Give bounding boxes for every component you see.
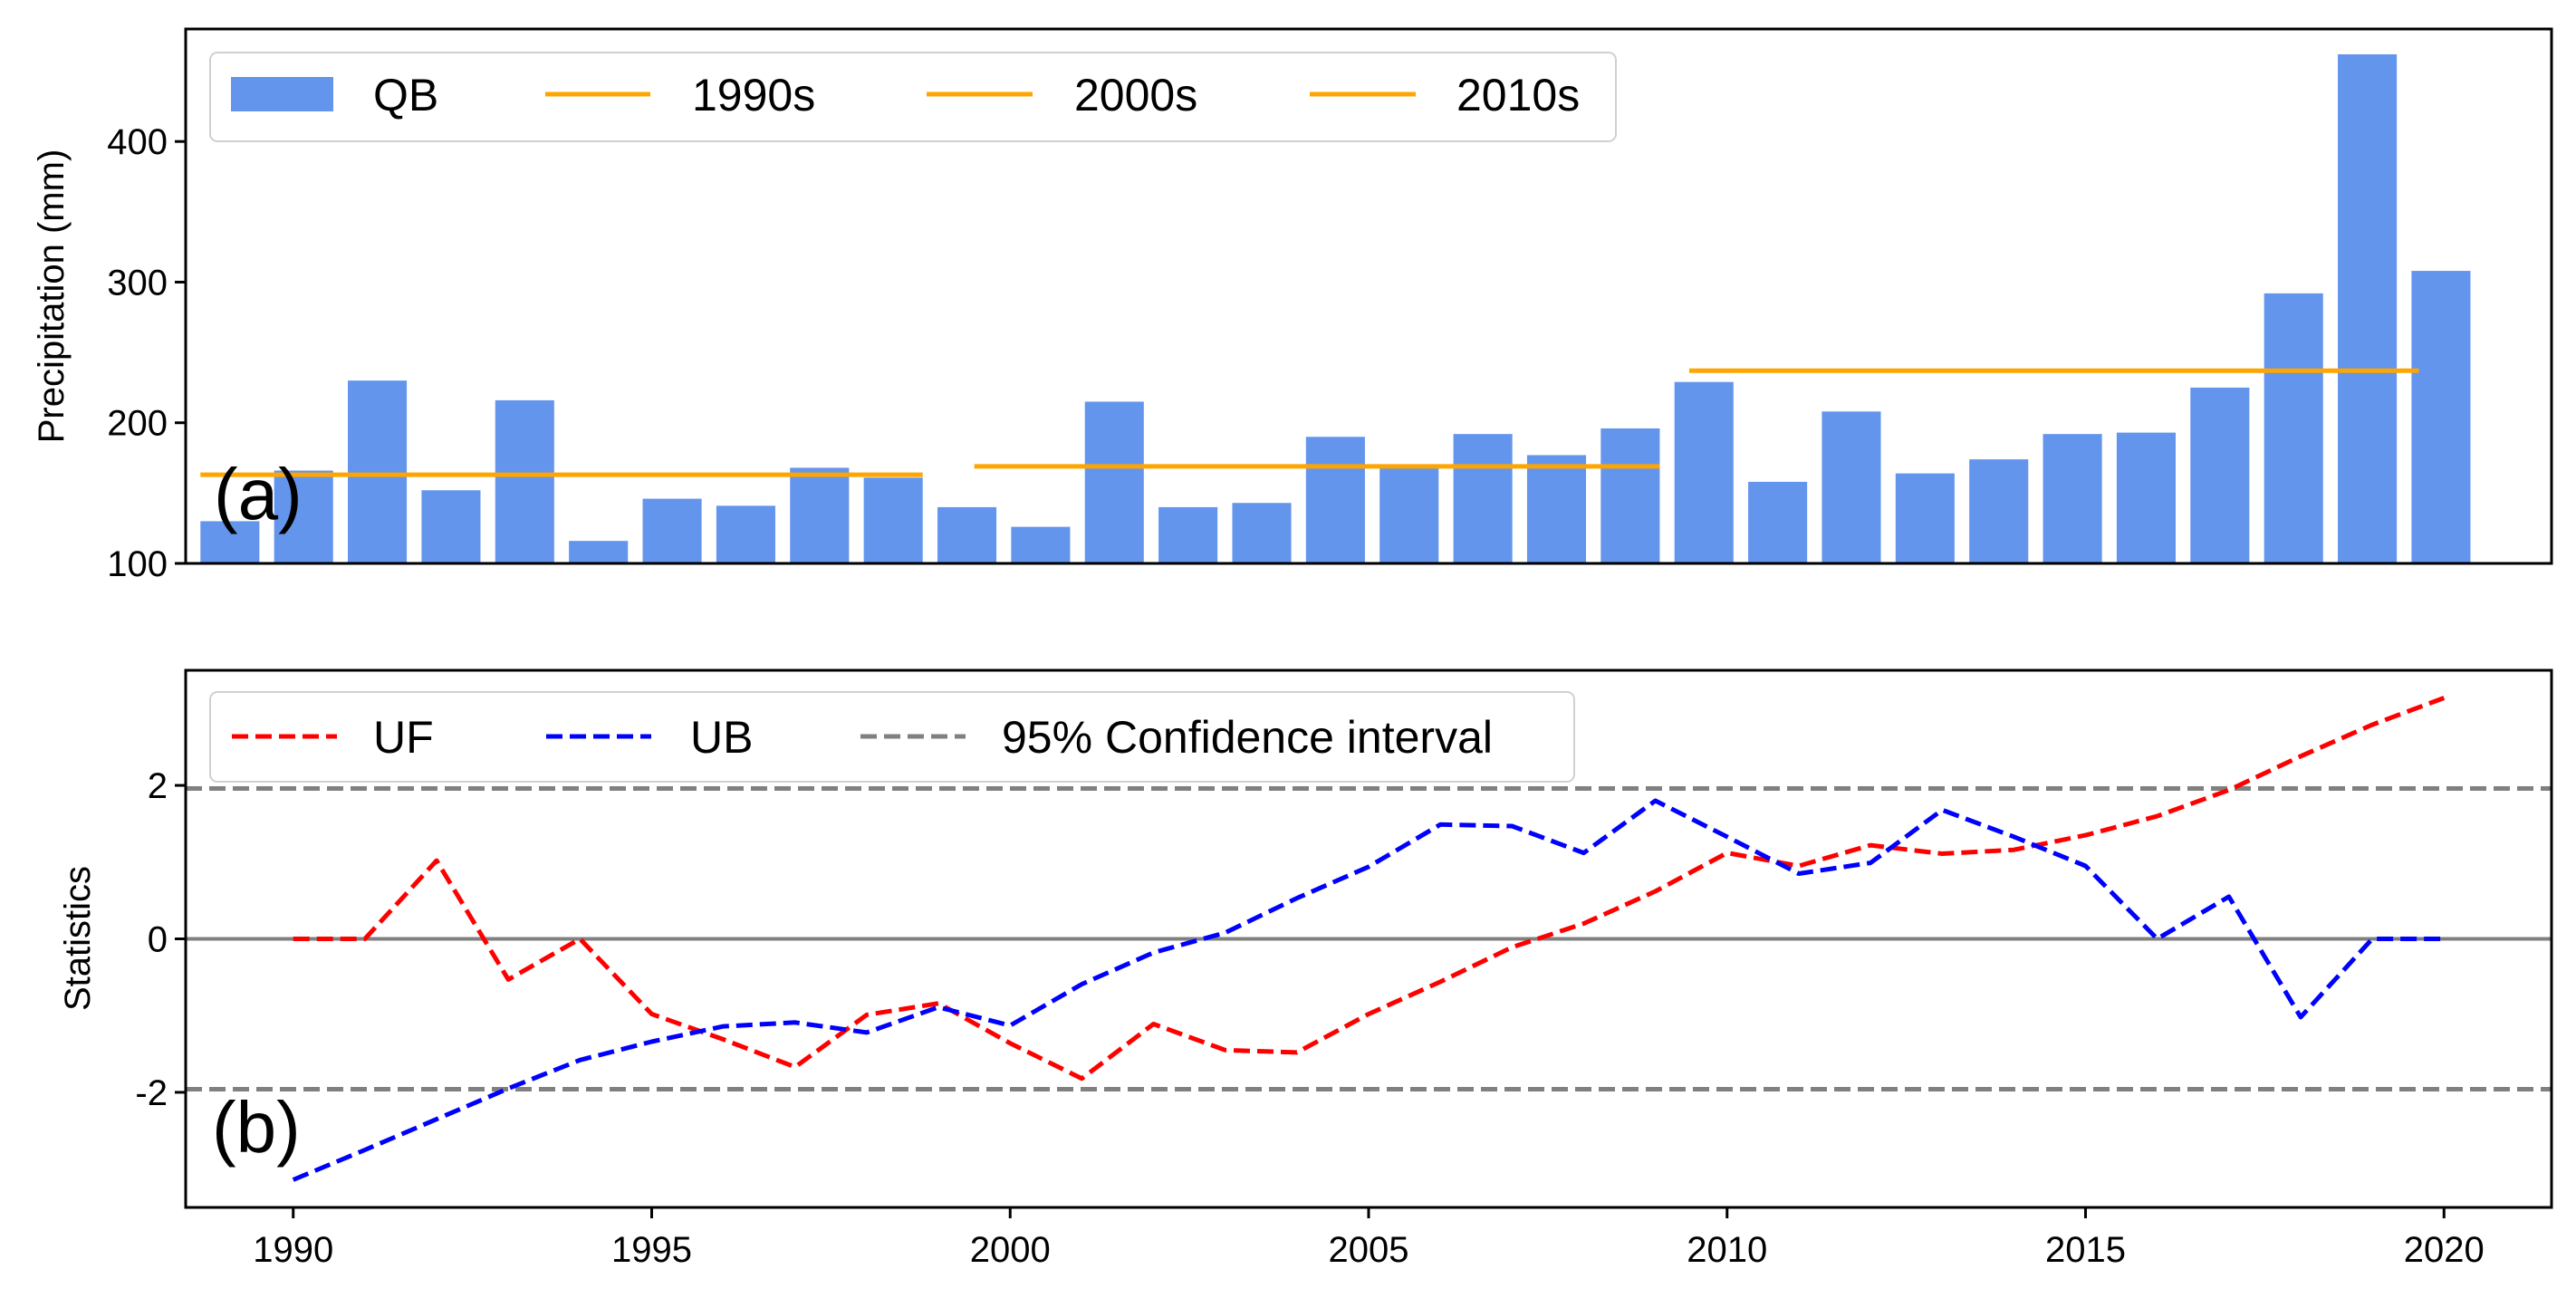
panel-a-y-tick-label: 400 xyxy=(107,122,168,162)
legend-qb-label: QB xyxy=(373,70,438,120)
panel-b-y-tick-label: 2 xyxy=(148,766,168,806)
qb-bar-2012 xyxy=(1821,411,1881,563)
panel-a-y-ticks: 100 200 300 400 xyxy=(107,122,186,584)
qb-bar-2016 xyxy=(2116,432,2177,563)
legend-uf-label: UF xyxy=(373,712,434,763)
qb-bar-1996 xyxy=(642,498,702,563)
qb-bar-2010 xyxy=(1674,381,1734,563)
qb-bar-2013 xyxy=(1895,473,1955,563)
qb-bar-1995 xyxy=(569,541,629,563)
panel-b-y-axis-label: Statistics xyxy=(58,866,98,1011)
qb-bar-2004 xyxy=(1232,503,1292,563)
qb-bar-1997 xyxy=(716,505,775,563)
statistics-line-group xyxy=(186,696,2552,1182)
qb-bar-2000 xyxy=(937,506,997,563)
qb-bar-1991 xyxy=(274,470,333,563)
panel-a-axes-frame xyxy=(184,27,2553,565)
legend-1990s-label: 1990s xyxy=(692,70,815,120)
decadal-mean-group xyxy=(200,368,2419,477)
panel-b-x-tick-label: 2015 xyxy=(2045,1230,2126,1270)
qb-bar-1993 xyxy=(421,490,481,563)
panel-a-label: (a) xyxy=(214,454,303,534)
qb-bar-2009 xyxy=(1600,428,1660,563)
panel-b-legend: UF UB 95% Confidence interval xyxy=(209,691,1575,783)
panel-b-x-tick-label: 1990 xyxy=(253,1230,333,1270)
qb-bar-group xyxy=(200,53,2471,563)
panel-a-y-axis-label: Precipitation (mm) xyxy=(32,149,72,444)
qb-bar-2005 xyxy=(1305,437,1365,563)
panel-a-legend: QB 1990s 2000s 2010s xyxy=(209,52,1617,142)
qb-bar-2002 xyxy=(1084,401,1144,563)
panel-b-y-tick-label: 0 xyxy=(148,920,168,960)
qb-bar-2008 xyxy=(1526,455,1587,563)
qb-bar-2014 xyxy=(1969,459,2029,563)
qb-bar-1994 xyxy=(495,399,554,563)
panel-b-label: (b) xyxy=(212,1087,301,1168)
legend-2010s-label: 2010s xyxy=(1456,70,1580,120)
qb-bar-2019 xyxy=(2338,53,2398,563)
qb-bar-2006 xyxy=(1379,467,1439,563)
qb-bar-1992 xyxy=(348,380,408,563)
qb-bar-2020 xyxy=(2411,271,2471,563)
legend-qb-patch xyxy=(231,77,333,111)
qb-bar-2003 xyxy=(1158,506,1218,563)
panel-a-y-tick-label: 300 xyxy=(107,263,168,303)
legend-2000s-label: 2000s xyxy=(1074,70,1197,120)
panel-a-y-tick-label: 100 xyxy=(107,544,168,584)
legend-confidence-interval-label: 95% Confidence interval xyxy=(1002,712,1493,763)
panel-b-statistics: -2 0 2 1990 1995 2000 2005 2010 2015 2020 Statis… xyxy=(58,668,2553,1270)
panel-b-x-tick-label: 1995 xyxy=(611,1230,692,1270)
panel-b-x-ticks: 1990 1995 2000 2005 2010 2015 2020 xyxy=(253,1207,2485,1270)
panel-a-y-tick-label: 200 xyxy=(107,404,168,444)
qb-bar-2007 xyxy=(1453,434,1513,563)
legend-ub-label: UB xyxy=(690,712,753,763)
series-uf-line xyxy=(293,696,2446,1082)
qb-bar-1998 xyxy=(790,467,850,563)
panel-b-x-tick-label: 2005 xyxy=(1329,1230,1409,1270)
panel-b-y-ticks: -2 0 2 xyxy=(135,766,186,1113)
panel-b-x-tick-label: 2020 xyxy=(2404,1230,2485,1270)
panel-b-x-tick-label: 2000 xyxy=(970,1230,1051,1270)
qb-bar-2017 xyxy=(2190,387,2250,563)
qb-bar-2018 xyxy=(2264,293,2323,563)
panel-a-precipitation: 100 200 300 400 Precipitation (mm) (a) QB 1… xyxy=(32,27,2553,584)
qb-bar-2011 xyxy=(1748,481,1808,563)
qb-bar-1999 xyxy=(863,477,923,563)
panel-b-y-tick-label: -2 xyxy=(135,1073,168,1113)
series-ub-line xyxy=(292,798,2445,1182)
qb-bar-2001 xyxy=(1011,526,1071,563)
qb-bar-1990 xyxy=(200,521,260,563)
panel-b-x-tick-label: 2010 xyxy=(1687,1230,1767,1270)
qb-bar-2015 xyxy=(2043,434,2102,563)
panel-a-legend-box xyxy=(209,52,1617,142)
